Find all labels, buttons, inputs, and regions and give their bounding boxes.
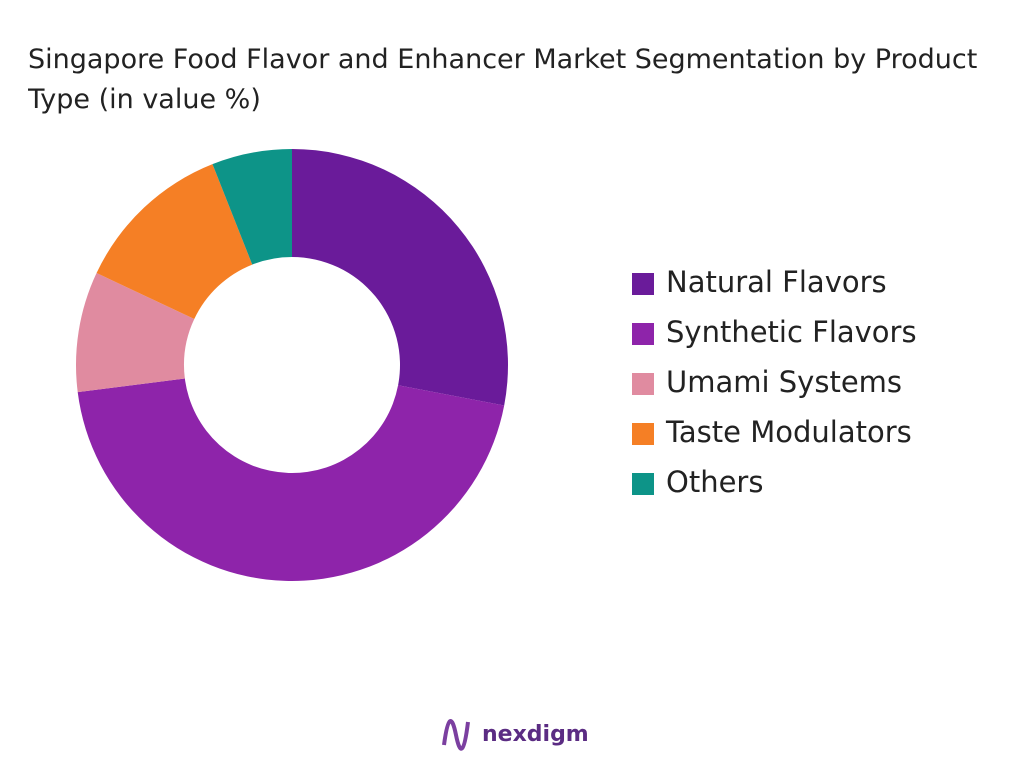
donut-slice <box>292 149 508 406</box>
logo-icon <box>442 719 470 751</box>
legend-swatch <box>632 473 654 495</box>
legend-swatch <box>632 423 654 445</box>
donut-slice <box>77 378 505 581</box>
legend-swatch <box>632 323 654 345</box>
donut-slice <box>212 149 292 265</box>
logo-text: nexdigm <box>482 722 589 747</box>
donut-slice <box>75 273 195 393</box>
chart-title: Singapore Food Flavor and Enhancer Marke… <box>28 44 978 115</box>
legend-label: Synthetic Flavors <box>666 315 917 349</box>
logo: nexdigm <box>442 719 589 751</box>
legend-label: Umami Systems <box>666 365 902 399</box>
donut-slice <box>96 164 253 320</box>
legend-swatch <box>632 373 654 395</box>
legend-swatch <box>632 273 654 295</box>
legend-label: Natural Flavors <box>666 265 887 299</box>
legend-label: Taste Modulators <box>665 415 912 449</box>
legend-label: Others <box>666 465 763 499</box>
title-box: Singapore Food Flavor and Enhancer Marke… <box>28 44 978 115</box>
